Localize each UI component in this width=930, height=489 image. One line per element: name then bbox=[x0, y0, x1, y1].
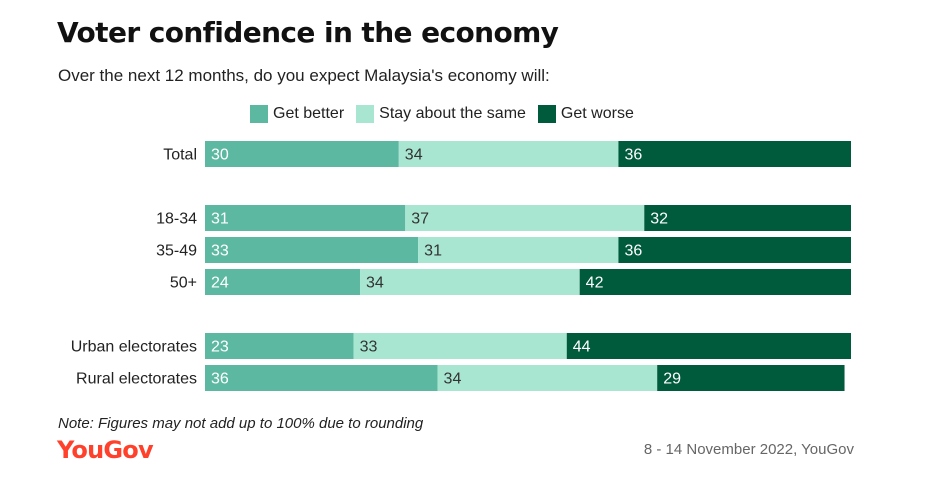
data-label-get-better-35-49: 33 bbox=[211, 243, 229, 260]
bar-segment-get-worse-urban-electorates bbox=[566, 333, 851, 359]
bar-segment-get-worse-rural-electorates bbox=[657, 365, 845, 391]
legend-item-get-worse: Get worse bbox=[537, 105, 634, 123]
data-label-stay-about-the-same-rural-electorates: 34 bbox=[444, 371, 462, 388]
bar-segment-stay-about-the-same-total bbox=[398, 141, 619, 167]
bar-segment-get-better-rural-electorates bbox=[205, 365, 438, 391]
category-label-18-34: 18-34 bbox=[156, 211, 197, 228]
legend-item-get-better: Get better bbox=[250, 105, 344, 123]
data-label-get-better-urban-electorates: 23 bbox=[211, 339, 229, 356]
data-label-get-worse-35-49: 36 bbox=[624, 243, 642, 260]
chart-title: Voter confidence in the economy bbox=[57, 16, 559, 49]
source-credit: 8 - 14 November 2022, YouGov bbox=[643, 441, 854, 458]
legend-label-get-better: Get better bbox=[273, 105, 345, 122]
legend-label-stay-same: Stay about the same bbox=[379, 105, 526, 122]
data-label-get-worse-rural-electorates: 29 bbox=[663, 371, 681, 388]
bar-segment-get-worse-35-49 bbox=[618, 237, 851, 263]
bar-segment-get-worse-total bbox=[618, 141, 851, 167]
category-label-35-49: 35-49 bbox=[156, 243, 197, 260]
category-label-rural-electorates: Rural electorates bbox=[76, 371, 197, 388]
category-label-total: Total bbox=[163, 147, 197, 164]
data-label-get-worse-18-34: 32 bbox=[650, 211, 668, 228]
data-label-stay-about-the-same-35-49: 31 bbox=[424, 243, 442, 260]
data-label-stay-about-the-same-50: 34 bbox=[366, 275, 384, 292]
footnote: Note: Figures may not add up to 100% due… bbox=[58, 415, 424, 432]
legend-item-stay-same: Stay about the same bbox=[356, 105, 526, 123]
data-label-get-worse-50: 42 bbox=[586, 275, 604, 292]
bar-segment-get-better-18-34 bbox=[205, 205, 406, 231]
legend-label-get-worse: Get worse bbox=[560, 105, 634, 122]
bar-segment-get-better-total bbox=[205, 141, 399, 167]
data-label-get-worse-urban-electorates: 44 bbox=[573, 339, 591, 356]
data-label-get-better-total: 30 bbox=[211, 147, 229, 164]
bar-segment-get-worse-18-34 bbox=[644, 205, 851, 231]
bar-segment-stay-about-the-same-50 bbox=[360, 269, 580, 295]
data-label-get-better-50: 24 bbox=[211, 275, 229, 292]
data-label-stay-about-the-same-total: 34 bbox=[405, 147, 423, 164]
bar-segment-get-better-50 bbox=[205, 269, 361, 295]
data-label-get-better-rural-electorates: 36 bbox=[211, 371, 229, 388]
bar-segment-get-better-35-49 bbox=[205, 237, 419, 263]
category-label-50: 50+ bbox=[170, 275, 197, 292]
bar-segment-get-better-urban-electorates bbox=[205, 333, 354, 359]
chart-subtitle: Over the next 12 months, do you expect M… bbox=[58, 66, 550, 85]
data-label-get-better-18-34: 31 bbox=[211, 211, 229, 228]
legend-swatch-stay-same bbox=[356, 105, 375, 123]
legend-swatch-get-worse bbox=[537, 105, 556, 123]
bar-segment-stay-about-the-same-18-34 bbox=[405, 205, 645, 231]
bar-segment-stay-about-the-same-urban-electorates bbox=[353, 333, 567, 359]
category-label-urban-electorates: Urban electorates bbox=[71, 339, 197, 356]
bar-segment-stay-about-the-same-35-49 bbox=[418, 237, 619, 263]
legend: Get better Stay about the same Get worse bbox=[250, 103, 646, 125]
yougov-logo[interactable]: YouGov bbox=[57, 436, 154, 464]
bar-segment-get-worse-50 bbox=[579, 269, 851, 295]
bar-segment-stay-about-the-same-rural-electorates bbox=[437, 365, 658, 391]
legend-swatch-get-better bbox=[250, 105, 268, 123]
data-label-get-worse-total: 36 bbox=[624, 147, 642, 164]
data-label-stay-about-the-same-18-34: 37 bbox=[411, 211, 429, 228]
data-label-stay-about-the-same-urban-electorates: 33 bbox=[360, 339, 378, 356]
